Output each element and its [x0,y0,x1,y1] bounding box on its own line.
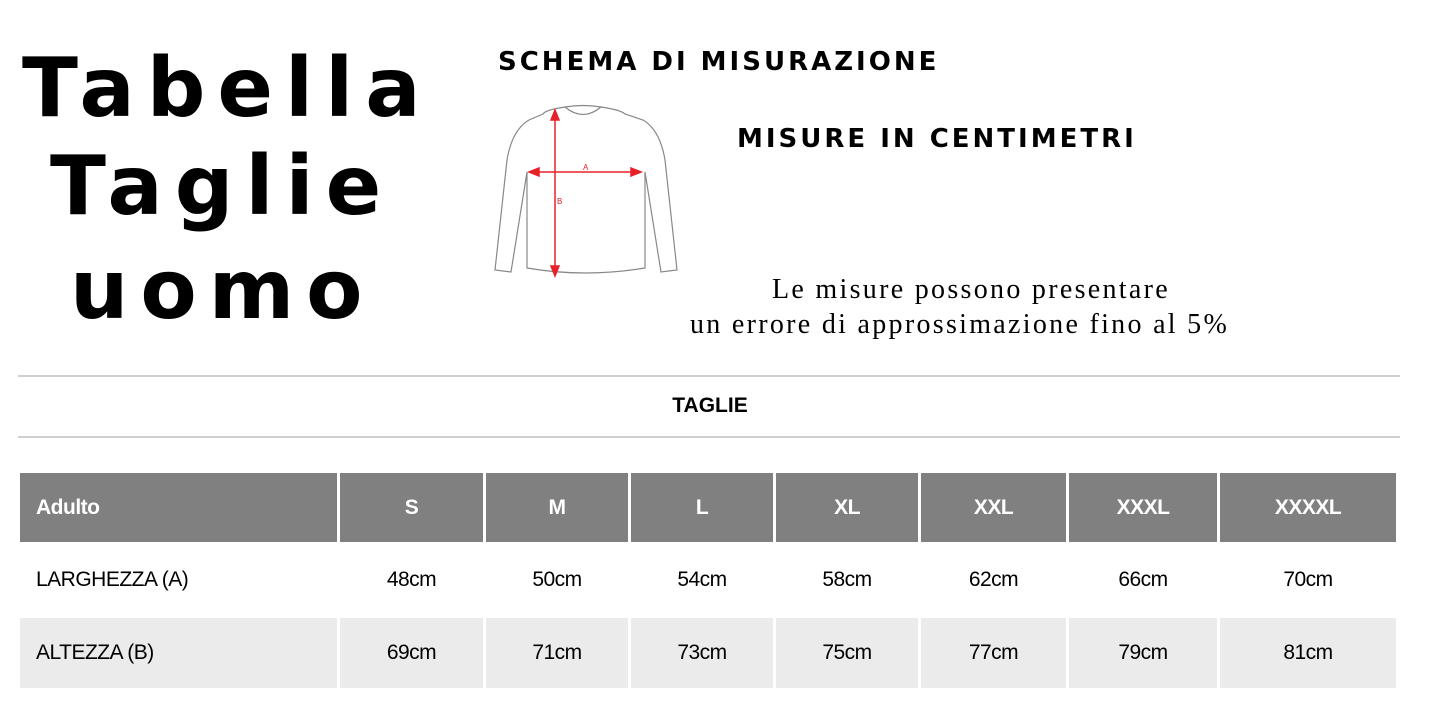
header-cell-size: XXXL [1069,473,1217,542]
header-cell-size: S [340,473,483,542]
table-cell: 58cm [776,545,918,615]
divider-bottom [18,436,1400,438]
header-cell-adulto: Adulto [20,473,337,542]
header-cell-size: XL [776,473,918,542]
table-cell: 79cm [1069,618,1217,688]
sweater-diagram: A B [494,104,678,279]
row-label: ALTEZZA (B) [20,618,337,688]
label-a: A [583,163,589,172]
table-cell: 62cm [921,545,1066,615]
table-cell: 69cm [340,618,483,688]
schema-label: schema di misurazione [498,47,940,77]
header-cell-size: M [486,473,628,542]
header-cell-size: L [631,473,773,542]
divider-top [18,375,1400,377]
table-cell: 75cm [776,618,918,688]
header-cell-size: XXXXL [1220,473,1396,542]
title-line-2: Taglie [50,139,394,234]
table-cell: 48cm [340,545,483,615]
section-title: TAGLIE [672,394,748,417]
units-label: misure in centimetri [737,124,1137,154]
table-cell: 71cm [486,618,628,688]
title-line-1: Tabella [22,41,433,136]
row-label: LARGHEZZA (A) [20,545,337,615]
title-line-3: uomo [70,243,375,338]
table-cell: 77cm [921,618,1066,688]
table-cell: 73cm [631,618,773,688]
table-cell: 81cm [1220,618,1396,688]
header-cell-size: XXL [921,473,1066,542]
note-line-1: Le misure possono presentare [772,274,1170,305]
table-cell: 66cm [1069,545,1217,615]
label-b: B [557,197,562,206]
table-cell: 54cm [631,545,773,615]
table-cell: 50cm [486,545,628,615]
table-cell: 70cm [1220,545,1396,615]
note-line-2: un errore di approssimazione fino al 5% [690,309,1230,340]
